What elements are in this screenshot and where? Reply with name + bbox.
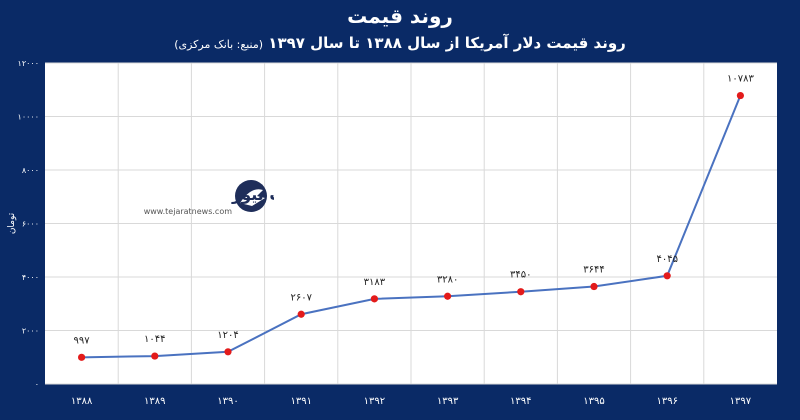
x-tick-label: ۱۳۸۸ [71,396,93,407]
x-tick-label: ۱۳۹۳ [437,396,459,407]
subtitle-text: روند قیمت دلار آمریکا از سال ۱۳۸۸ تا سال… [268,34,626,52]
watermark-brand: تجارت نیوز [231,185,274,204]
chart-subtitle: روند قیمت دلار آمریکا از سال ۱۳۸۸ تا سال… [0,34,800,52]
data-label: ۴۰۴۵ [656,254,677,265]
y-tick-label: ۱۰۰۰۰ [18,113,39,122]
x-tick-label: ۱۳۹۴ [510,396,531,407]
y-tick-label: ۸۰۰۰ [22,166,39,175]
chart-title: روند قیمت [347,4,453,28]
x-tick-label: ۱۳۹۵ [583,396,604,407]
watermark-logo: تجارت نیوز www.tejaratnews.com [124,176,318,220]
x-tick-label: ۱۳۹۶ [656,396,677,407]
data-point [517,288,525,296]
data-point [78,353,86,361]
data-point [370,295,378,303]
x-tick-label: ۱۳۹۰ [217,396,238,407]
y-tick-label: ۲۰۰۰ [22,327,39,336]
y-tick-label: ۰ [35,380,39,389]
data-point [151,352,159,360]
data-point [663,272,671,280]
data-label: ۳۱۸۳ [364,277,386,288]
grid-lines [45,62,777,385]
y-tick-label: ۴۰۰۰ [22,273,39,282]
data-point [590,282,598,291]
x-axis: ۱۳۸۸ ۱۳۸۹ ۱۳۹۰ ۱۳۹۱ ۱۳۹۲ ۱۳۹۳ ۱۳۹۴ ۱۳۹۵ ۱۳۹۶ ۱۳۹۷ [71,396,752,407]
data-label: ۲۶۰۷ [290,292,312,303]
data-label: ۹۹۷ [74,335,91,346]
data-point [444,292,452,300]
source-note: (منبع: بانک مرکزی) [174,38,264,51]
data-markers [78,91,745,361]
data-point [297,310,305,318]
data-label: ۱۰۷۸۳ [727,74,754,85]
data-label: ۳۲۸۰ [437,274,458,285]
data-labels: ۹۹۷ ۱۰۴۴ ۱۲۰۴ ۲۶۰۷ ۳۱۸۳ ۳۲۸۰ ۳۴۵۰ ۳۶۴۴ ۴۰۴۵ ۱۰۷۸۳ [74,74,755,347]
data-label: ۱۰۴۴ [144,334,165,345]
data-label: ۳۶۴۴ [583,265,604,276]
x-tick-label: ۱۳۹۷ [730,396,752,407]
y-tick-label: ۱۲۰۰۰ [18,59,39,68]
data-label: ۳۴۵۰ [510,270,531,281]
data-point [736,91,745,100]
x-tick-label: ۱۳۸۹ [144,396,165,407]
logo-emblem-icon [235,180,267,212]
watermark-url: www.tejaratnews.com [144,207,232,216]
data-label: ۱۲۰۴ [217,330,238,341]
y-axis: ۰ ۲۰۰۰ ۴۰۰۰ ۶۰۰۰ ۸۰۰۰ ۱۰۰۰۰ ۱۲۰۰۰ [18,59,39,389]
y-axis-label: تومان [7,212,17,234]
y-tick-label: ۶۰۰۰ [22,220,39,229]
data-point [224,348,232,356]
x-tick-label: ۱۳۹۱ [290,396,311,407]
x-tick-label: ۱۳۹۲ [364,396,385,407]
series-line [81,95,742,359]
